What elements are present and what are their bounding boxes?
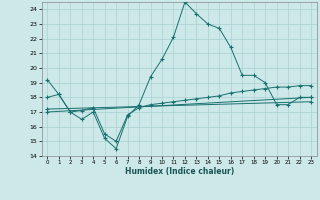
X-axis label: Humidex (Indice chaleur): Humidex (Indice chaleur) [124, 167, 234, 176]
